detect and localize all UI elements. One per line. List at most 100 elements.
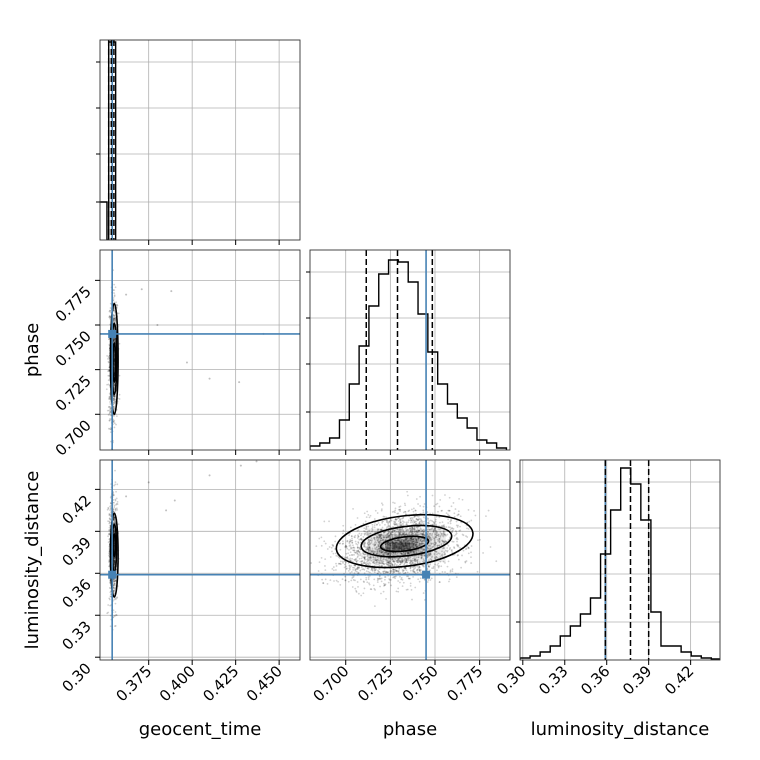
sample-point (413, 515, 416, 518)
sample-point (113, 405, 115, 408)
sample-point (374, 536, 376, 539)
sample-point (403, 563, 406, 566)
sample-point (429, 528, 432, 531)
sample-point (389, 547, 391, 550)
sample-point (381, 539, 384, 542)
xtick-label-luminosity_distance-0: 0.30 (493, 662, 529, 698)
sample-point (437, 552, 440, 555)
sample-point (113, 530, 116, 533)
sample-point (452, 540, 455, 543)
sample-point (113, 395, 115, 398)
sample-point (433, 505, 436, 508)
sample-point (383, 563, 386, 566)
sample-point (384, 578, 386, 581)
sample-point (399, 524, 402, 527)
sample-point (431, 512, 434, 515)
sample-point (113, 315, 115, 318)
sample-point (383, 584, 386, 586)
sample-point (366, 542, 369, 545)
sample-point (435, 536, 438, 539)
sample-point (422, 558, 425, 561)
sample-point (375, 559, 378, 561)
sample-point (411, 542, 414, 545)
sample-point (412, 543, 414, 546)
sample-point (326, 548, 329, 550)
sample-point (112, 395, 115, 398)
sample-point (437, 566, 440, 569)
sample-point (109, 403, 112, 405)
sample-point (109, 505, 111, 508)
sample-point (399, 547, 402, 550)
sample-point (380, 509, 383, 512)
sample-point (116, 303, 118, 306)
sample-point (427, 555, 429, 558)
sample-point (369, 514, 372, 517)
sample-point (377, 578, 380, 580)
sample-point (113, 579, 116, 582)
sample-point (402, 539, 405, 542)
sample-point (330, 546, 333, 549)
sample-point (377, 563, 379, 566)
sample-point (390, 558, 393, 561)
sample-point (422, 565, 425, 568)
sample-point (418, 540, 420, 543)
sample-point (410, 508, 413, 511)
sample-point (435, 531, 438, 534)
sample-point (348, 545, 351, 547)
sample-point (106, 508, 109, 511)
sample-point (396, 552, 399, 555)
sample-point (114, 597, 117, 600)
sample-point (358, 551, 361, 554)
sample-point (450, 505, 453, 508)
sample-point (112, 562, 115, 565)
sample-point (113, 518, 116, 520)
xtick-label-geocent_time-0: 0.375 (112, 662, 155, 705)
sample-point (115, 490, 117, 493)
xtick-label-geocent_time-1: 0.400 (156, 662, 199, 705)
sample-point (108, 565, 111, 568)
sample-point (445, 541, 448, 543)
sample-point (386, 563, 389, 566)
sample-point (391, 541, 394, 544)
sample-point (388, 536, 391, 539)
sample-point (421, 530, 424, 532)
sample-point (406, 548, 409, 551)
sample-point (423, 554, 426, 557)
sample-point (315, 545, 318, 548)
sample-point (457, 510, 460, 513)
sample-point (414, 544, 417, 547)
sample-point (397, 557, 399, 560)
sample-point (108, 520, 111, 523)
sample-point (399, 521, 402, 524)
sample-point (362, 562, 365, 564)
sample-point (400, 543, 402, 546)
sample-point (375, 563, 377, 566)
sample-point (387, 525, 389, 528)
sample-point (399, 533, 402, 536)
sample-point (426, 536, 429, 539)
sample-point (405, 521, 408, 524)
sample-point (404, 527, 407, 530)
sample-point (444, 540, 446, 543)
sample-point (353, 535, 356, 538)
sample-point (402, 533, 404, 536)
sample-point (395, 569, 398, 572)
sample-point (360, 562, 363, 565)
sample-point (113, 531, 116, 534)
sample-point (355, 542, 358, 545)
sample-point (397, 561, 400, 564)
sample-point (487, 509, 490, 512)
sample-point (388, 560, 391, 563)
sample-point (414, 530, 417, 533)
sample-point (417, 529, 420, 532)
sample-point (109, 408, 112, 410)
sample-point (415, 518, 418, 520)
sample-point (398, 540, 401, 543)
sample-point (364, 562, 366, 565)
sample-point (359, 553, 362, 555)
sample-point (411, 533, 414, 536)
sample-point (377, 522, 380, 524)
sample-point (113, 383, 116, 386)
sample-point (417, 550, 420, 553)
sample-point (346, 556, 348, 559)
